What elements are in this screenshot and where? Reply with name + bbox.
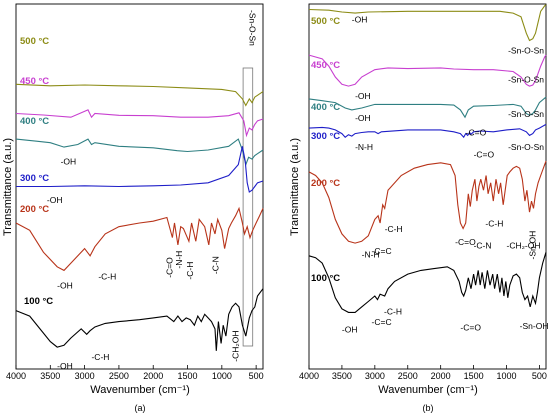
x-tick-label: 3000 <box>365 371 385 381</box>
panel-a-annotations: -OH-OH-OH-C-H-OH-C-H-C=O -N-H-C-H -C-N-CH₂… <box>47 157 240 371</box>
panel-a-y-axis-label: Transmittance (a.u.) <box>2 138 14 236</box>
series-line-100 <box>308 252 547 313</box>
x-tick-label: 2000 <box>143 371 163 381</box>
peak-annotation: -C-N <box>210 256 220 274</box>
series-line-300 <box>308 123 547 139</box>
x-tick-label: 500 <box>532 371 547 381</box>
x-tick-label: 3000 <box>75 371 95 381</box>
x-tick-label: 500 <box>249 371 264 381</box>
panel-a-series: 500 °C 450 °C 400 °C 300 °C 200 °C 100 °C <box>15 36 264 351</box>
peak-annotation: -C-H <box>91 352 109 362</box>
panel-b-label: (b) <box>423 403 434 413</box>
series-line-500 <box>15 83 264 107</box>
x-tick-label: 3500 <box>332 371 352 381</box>
series-label: 100 °C <box>311 273 340 284</box>
sn-o-sn-label: -Sn-O-Sn <box>508 45 544 55</box>
peak-annotation: -C-N <box>474 241 492 251</box>
peak-annotation: -OH <box>355 91 371 101</box>
x-tick-label: 1500 <box>178 371 198 381</box>
series-label: 200 °C <box>20 204 49 215</box>
peak-annotation: -C-H <box>485 219 503 229</box>
series-line-400 <box>15 138 264 167</box>
peak-annotation: -OH <box>57 281 73 291</box>
series-label: 400 °C <box>20 116 49 127</box>
peak-annotation: -Sn-OH <box>520 321 549 331</box>
panel-a-chart: 4000 3500 3000 2500 2000 1500 1000 500 -Sn-O-Sn… <box>2 3 264 413</box>
peak-annotation: -C=O <box>460 323 481 333</box>
peak-annotation: -C-H <box>384 306 402 316</box>
panel-b-x-ticks: 4000 3500 3000 2500 2000 1500 1000 500 <box>299 365 547 381</box>
peak-annotation: -CH₂-OH <box>507 241 541 251</box>
panel-b-y-axis-label: Transmittance (a.u.) <box>289 138 301 236</box>
panel-a-x-axis-label: Wavenumber (cm⁻¹) <box>90 384 190 396</box>
x-tick-label: 4000 <box>6 371 26 381</box>
series-label: 100 °C <box>24 296 53 307</box>
panel-b-x-axis-label: Wavenumber (cm⁻¹) <box>378 384 478 396</box>
series-label: 500 °C <box>20 36 49 47</box>
series-label: 400 °C <box>311 102 340 113</box>
panel-b-series: 500 °C 450 °C 400 °C 300 °C 200 °C 100 °C <box>308 4 547 313</box>
series-line-300 <box>16 146 264 193</box>
peak-annotation: -C=C <box>372 246 392 256</box>
x-tick-label: 2000 <box>431 371 451 381</box>
peak-annotation: -C-H <box>98 272 116 282</box>
peak-annotation: -C-H <box>385 224 403 234</box>
series-line-100 <box>15 288 264 351</box>
panel-b-chart: 4000 3500 3000 2500 2000 1500 1000 500 500 °C 45… <box>289 3 549 413</box>
peak-annotation: -OH <box>57 361 73 371</box>
series-line-400 <box>308 96 547 119</box>
highlight-box <box>242 67 254 347</box>
series-label: 450 °C <box>20 76 49 87</box>
series-line-200 <box>308 160 547 244</box>
series-label: 450 °C <box>311 60 340 71</box>
x-tick-label: 1000 <box>496 371 516 381</box>
series-line-500 <box>308 4 547 42</box>
peak-annotation: -OH <box>355 113 371 123</box>
x-tick-label: 4000 <box>299 371 319 381</box>
highlight-box-label: -Sn-O-Sn <box>248 10 258 46</box>
x-tick-label: 1500 <box>464 371 484 381</box>
peak-annotation: -C=O <box>466 127 487 137</box>
peak-annotation: -OH <box>47 195 63 205</box>
peak-annotation: -C=O <box>455 237 476 247</box>
peak-annotation: -N-H <box>174 251 184 269</box>
panel-a-x-ticks: 4000 3500 3000 2500 2000 1500 1000 500 <box>6 365 264 381</box>
series-line-200 <box>15 206 264 272</box>
sn-o-sn-label: -Sn-O-Sn <box>508 109 544 119</box>
series-line-450 <box>15 109 264 138</box>
peak-annotation: -N-H <box>355 142 373 152</box>
peak-annotation: -C-H <box>185 262 195 280</box>
x-tick-label: 2500 <box>398 371 418 381</box>
sn-o-sn-label: -Sn-O-Sn <box>508 142 544 152</box>
panel-b-annotations: -OH-OH-OH-C=O-N-H-C=O-C-H-C=C-N-H-C=O-C-… <box>342 14 549 334</box>
x-tick-label: 3500 <box>40 371 60 381</box>
x-tick-label: 1000 <box>212 371 232 381</box>
series-label: 300 °C <box>20 173 49 184</box>
x-tick-label: 2500 <box>109 371 129 381</box>
peak-annotation: -OH <box>352 14 368 24</box>
series-label: 200 °C <box>311 178 340 189</box>
peak-annotation: -C=O <box>164 257 174 278</box>
peak-annotation: -CH₂OH <box>230 331 240 362</box>
panel-a-highlight-box: -Sn-O-Sn <box>242 10 258 347</box>
peak-annotation: -Sn-OH <box>527 231 537 260</box>
series-line-450 <box>308 54 547 87</box>
panel-b-frame <box>308 3 547 370</box>
peak-annotation: -C=O <box>474 149 495 159</box>
series-label: 300 °C <box>311 131 340 142</box>
peak-annotation: -C=C <box>372 317 392 327</box>
peak-annotation: -OH <box>61 157 77 167</box>
sn-o-sn-label: -Sn-O-Sn <box>508 74 544 84</box>
panel-a-label: (a) <box>135 403 146 413</box>
series-label: 500 °C <box>311 16 340 27</box>
peak-annotation: -N-H <box>362 250 380 260</box>
peak-annotation: -OH <box>342 325 358 335</box>
